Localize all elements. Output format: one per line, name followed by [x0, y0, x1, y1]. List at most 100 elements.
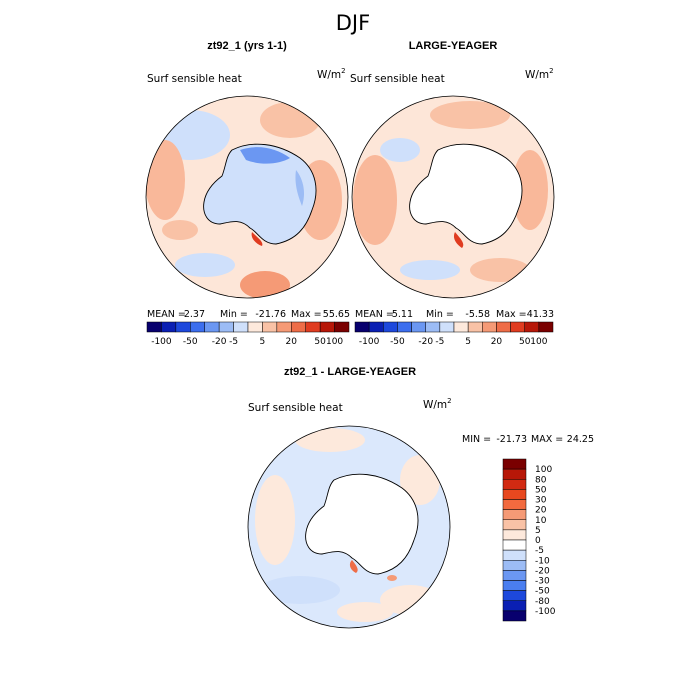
stat-mean-label: MEAN =: [355, 309, 394, 320]
colorbar-swatch: [146, 321, 162, 333]
colorbar-swatch: [334, 321, 350, 333]
stat-max-value: 55.65: [323, 309, 350, 320]
colorbar-swatch: [502, 489, 527, 500]
colorbar-swatch: [383, 321, 398, 333]
colorbar-tick-label: -80: [535, 597, 550, 607]
panel-difference-map: [248, 426, 450, 628]
stat-max-value: 24.25: [567, 434, 594, 445]
panel-observed: LARGE-YEAGER Surf sensible heat W/m2 MEA…: [350, 40, 555, 347]
colorbar-swatch: [502, 519, 527, 531]
colorbar-swatch: [453, 321, 469, 333]
panel-difference-field-label: Surf sensible heat: [248, 402, 343, 414]
panel-difference-units: W/m2: [423, 397, 452, 411]
colorbar-swatch: [482, 321, 497, 333]
colorbar-swatch: [502, 499, 527, 510]
panel-model-field-label: Surf sensible heat: [147, 73, 242, 85]
colorbar-swatch: [439, 321, 455, 333]
panel-model-colorbar: -100 -50 -20 -5 5 20 50 100: [146, 321, 350, 347]
colorbar-tick-label: -20: [212, 337, 227, 347]
colorbar-swatch: [502, 590, 527, 601]
colorbar-swatch: [354, 321, 370, 333]
colorbar-tick-label: 50: [535, 485, 547, 495]
panel-difference-stats: MIN = -21.73 MAX = 24.25: [462, 434, 594, 445]
panel-difference: zt92_1 - LARGE-YEAGER Surf sensible heat…: [247, 366, 594, 629]
stat-max-label: Max =: [496, 309, 527, 320]
panel-model-title: zt92_1 (yrs 1-1): [207, 40, 287, 52]
panel-model-map: [146, 96, 348, 298]
colorbar-swatch: [502, 479, 527, 490]
colorbar-swatch: [161, 321, 177, 333]
colorbar-tick-label: 10: [535, 516, 547, 526]
colorbar-tick-label: 20: [491, 337, 503, 347]
colorbar-tick-label: 100: [530, 337, 547, 347]
colorbar-swatch: [502, 539, 527, 551]
stat-max-label: Max =: [291, 309, 322, 320]
stat-mean-label: MEAN =: [147, 309, 186, 320]
colorbar-tick-label: -5: [229, 337, 238, 347]
colorbar-swatch: [502, 570, 527, 581]
colorbar-swatch: [276, 321, 292, 333]
colorbar-swatch: [496, 321, 511, 333]
stat-min-label: MIN =: [462, 434, 491, 445]
colorbar-swatch: [411, 321, 426, 333]
panel-model: zt92_1 (yrs 1-1) Surf sensible heat W/m2…: [145, 40, 350, 347]
panel-observed-stats: MEAN = 5.11 Min = -5.58 Max = 41.33: [355, 309, 554, 320]
colorbar-tick-label: 5: [465, 337, 471, 347]
colorbar-tick-label: -5: [535, 546, 544, 556]
panel-model-map-boundary: [145, 95, 349, 299]
colorbar-tick-label: 20: [286, 337, 298, 347]
colorbar-swatch: [502, 580, 527, 591]
colorbar-tick-label: 30: [535, 496, 547, 506]
stat-min-value: -21.76: [255, 309, 286, 320]
colorbar-swatch: [538, 321, 554, 333]
panel-difference-title: zt92_1 - LARGE-YEAGER: [284, 366, 416, 378]
colorbar-swatch: [218, 321, 234, 333]
colorbar-tick-label: -50: [183, 337, 198, 347]
stat-min-value: -21.73: [496, 434, 527, 445]
colorbar-swatch: [502, 560, 527, 571]
panel-observed-map: [352, 96, 554, 298]
colorbar-swatch: [510, 321, 525, 333]
panel-observed-field-label: Surf sensible heat: [350, 73, 445, 85]
colorbar-swatch: [502, 549, 527, 561]
colorbar-tick-label: -50: [535, 587, 550, 597]
colorbar-tick-label: 5: [260, 337, 266, 347]
colorbar-swatch: [524, 321, 540, 333]
colorbar-swatch: [262, 321, 278, 333]
colorbar-swatch: [190, 321, 205, 333]
colorbar-tick-label: -5: [435, 337, 444, 347]
colorbar-swatch: [204, 321, 220, 333]
colorbar-swatch: [247, 321, 263, 333]
colorbar-swatch: [233, 321, 249, 333]
colorbar-swatch: [502, 458, 527, 470]
colorbar-tick-label: -50: [390, 337, 405, 347]
colorbar-swatch: [502, 600, 527, 612]
stat-max-value: 41.33: [527, 309, 554, 320]
panel-difference-map-boundary: [247, 425, 451, 629]
panel-model-units: W/m2: [317, 67, 346, 81]
stat-mean-value: 2.37: [184, 309, 205, 320]
colorbar-tick-label: -100: [535, 607, 556, 617]
colorbar-swatch: [175, 321, 191, 333]
colorbar-swatch: [502, 468, 527, 480]
colorbar-swatch: [305, 321, 321, 333]
colorbar-swatch: [368, 321, 384, 333]
panel-observed-colorbar: -100 -50 -20 -5 5 20 50 100: [354, 321, 554, 347]
stat-mean-value: 5.11: [392, 309, 413, 320]
colorbar-tick-label: -20: [418, 337, 433, 347]
colorbar-swatch: [425, 321, 441, 333]
colorbar-tick-label: 5: [535, 526, 541, 536]
stat-min-label: Min =: [220, 309, 248, 320]
panel-model-stats: MEAN = 2.37 Min = -21.76 Max = 55.65: [147, 309, 350, 320]
panel-observed-title: LARGE-YEAGER: [409, 40, 498, 52]
page-title: DJF: [336, 11, 370, 35]
colorbar-tick-label: -30: [535, 577, 550, 587]
colorbar-swatch: [319, 321, 335, 333]
stat-min-label: Min =: [426, 309, 454, 320]
colorbar-tick-label: -100: [359, 337, 380, 347]
colorbar-swatch: [502, 529, 527, 541]
colorbar-swatch: [467, 321, 483, 333]
colorbar-swatch: [502, 509, 527, 520]
panel-observed-map-boundary: [351, 95, 555, 299]
